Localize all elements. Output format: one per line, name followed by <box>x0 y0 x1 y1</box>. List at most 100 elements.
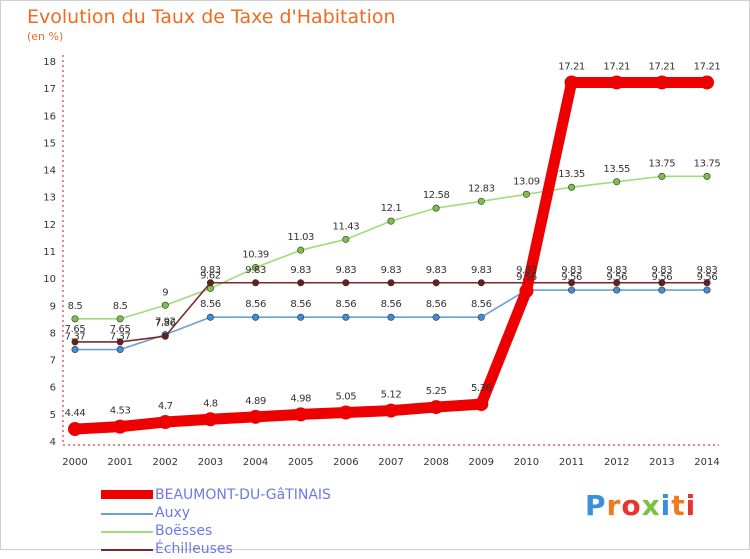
y-tick-label: 8 <box>50 328 56 339</box>
series-layer <box>68 75 714 437</box>
legend: BEAUMONT-DU-GâTINAIS Auxy Boësses Échilleus… <box>101 487 401 559</box>
y-tick-label: 14 <box>43 166 56 177</box>
data-label: 9.83 <box>200 265 221 276</box>
data-label: 4.44 <box>65 408 86 419</box>
data-label: 11.03 <box>287 232 314 243</box>
y-tick-label: 4 <box>50 437 56 448</box>
data-label: 7.92 <box>155 317 176 328</box>
x-tick-label: 2000 <box>62 457 87 468</box>
data-point <box>68 422 82 437</box>
data-point <box>700 75 714 90</box>
data-label: 9.83 <box>561 265 582 276</box>
data-point <box>116 315 124 323</box>
data-point <box>477 313 485 321</box>
y-tick-label: 9 <box>50 301 56 312</box>
data-label: 8.56 <box>200 299 221 310</box>
data-label: 12.83 <box>468 183 495 194</box>
data-label: 10.39 <box>242 250 269 261</box>
data-point <box>342 313 350 321</box>
x-tick-label: 2009 <box>469 457 494 468</box>
data-label: 7.37 <box>65 332 86 343</box>
y-tick-label: 6 <box>50 383 56 394</box>
legend-item: Échilleuses <box>101 541 401 559</box>
chart-unit: (en %) <box>27 30 64 43</box>
data-point <box>248 409 263 424</box>
x-tick-label: 2013 <box>649 457 674 468</box>
legend-item: Boësses <box>101 523 401 541</box>
data-point <box>703 172 711 180</box>
data-label: 9.83 <box>516 265 537 276</box>
data-point <box>203 412 218 427</box>
data-label: 12.58 <box>423 190 450 201</box>
x-tick-label: 2010 <box>514 457 539 468</box>
data-point <box>474 397 489 412</box>
data-label: 8.56 <box>245 299 266 310</box>
data-point <box>384 403 398 418</box>
x-tick-label: 2005 <box>288 457 313 468</box>
legend-item: Auxy <box>101 505 401 523</box>
x-tick-label: 2014 <box>694 457 719 468</box>
data-label: 9.83 <box>336 265 357 276</box>
data-point <box>522 190 530 198</box>
data-label: 7.65 <box>110 324 131 335</box>
data-point <box>293 407 308 422</box>
y-tick-label: 13 <box>43 193 56 204</box>
data-label: 5.05 <box>336 392 357 403</box>
data-point <box>432 313 440 321</box>
data-point <box>252 313 260 321</box>
data-label: 4.89 <box>245 396 266 407</box>
data-labels: 7.37 7.37 7.92 8.56 8.56 8.56 8.56 8.56 8.56 8.56… <box>65 61 721 419</box>
data-label: 5.36 <box>471 383 492 394</box>
data-point <box>252 264 260 272</box>
y-tick-label: 5 <box>50 410 56 421</box>
data-point <box>71 346 79 354</box>
data-label: 9.83 <box>426 265 447 276</box>
data-point <box>613 279 621 287</box>
y-tick-label: 18 <box>43 57 56 68</box>
y-tick-label: 15 <box>43 138 56 149</box>
data-point <box>568 183 576 191</box>
data-point <box>564 75 579 90</box>
legend-swatch <box>101 549 153 551</box>
data-label: 13.75 <box>649 158 676 169</box>
data-point <box>342 235 350 243</box>
x-tick-label: 2001 <box>107 457 132 468</box>
data-point <box>432 204 440 212</box>
data-label: 8.5 <box>68 301 83 312</box>
data-point <box>252 279 260 287</box>
data-label: 8.5 <box>113 301 128 312</box>
data-point <box>568 286 576 294</box>
data-point <box>658 172 666 180</box>
data-point <box>387 313 395 321</box>
data-label: 9.62 <box>200 270 221 281</box>
data-label: 9.56 <box>561 272 582 283</box>
data-point <box>703 279 711 287</box>
y-tick-label: 16 <box>43 111 56 122</box>
data-label: 5.25 <box>426 386 447 397</box>
series-line-boesses <box>74 175 708 320</box>
data-point <box>206 279 214 287</box>
x-tick-label: 2008 <box>423 457 448 468</box>
data-label: 17.21 <box>558 61 585 72</box>
data-point <box>703 286 711 294</box>
proxiti-logo: Proxiti <box>585 489 697 522</box>
x-tick-label: 2002 <box>153 457 178 468</box>
x-tick-label: 2004 <box>243 457 268 468</box>
data-label: 12.1 <box>381 203 402 214</box>
data-point <box>477 197 485 205</box>
data-label: 9.83 <box>381 265 402 276</box>
series-line-beaumont-du-gatinais <box>69 76 713 435</box>
data-label: 13.75 <box>694 158 721 169</box>
data-label: 8.56 <box>471 299 492 310</box>
data-point <box>161 301 169 309</box>
data-point <box>116 346 124 354</box>
data-point <box>432 279 440 287</box>
data-point <box>297 279 305 287</box>
data-label: 5.12 <box>381 390 402 401</box>
x-tick-label: 2011 <box>559 457 584 468</box>
data-label: 17.21 <box>649 61 676 72</box>
data-point <box>71 338 79 346</box>
data-label: 9.83 <box>290 265 311 276</box>
data-point <box>519 283 534 298</box>
data-label: 7.37 <box>110 332 131 343</box>
